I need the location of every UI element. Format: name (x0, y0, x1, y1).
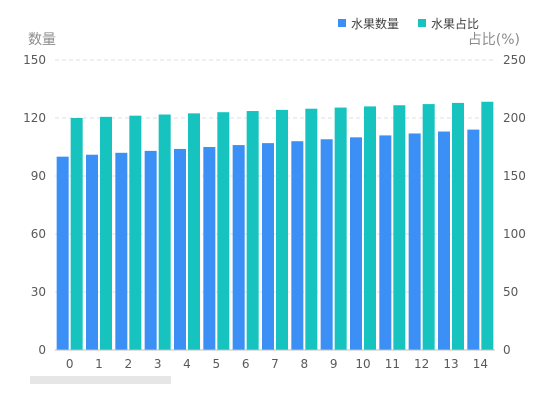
bar-ratio[interactable] (129, 115, 142, 351)
y-right-tick-label: 0 (503, 343, 511, 357)
axes: 数量 占比(%) (28, 32, 520, 351)
y-right-tick-label: 100 (503, 227, 526, 241)
y-left-tick-label: 120 (23, 111, 46, 125)
bar-ratio[interactable] (217, 112, 230, 350)
bar-ratio[interactable] (158, 114, 171, 351)
bar-quantity[interactable] (379, 135, 392, 350)
bar-quantity[interactable] (408, 133, 421, 350)
y-left-tick-label: 150 (23, 53, 46, 67)
y-left-tick-label: 90 (31, 169, 46, 183)
x-tick-label: 1 (95, 357, 103, 371)
x-tick-label: 2 (125, 357, 133, 371)
legend-label-quantity[interactable]: 水果数量 (351, 16, 399, 31)
x-tick-label: 14 (473, 357, 488, 371)
legend-swatch-ratio[interactable] (418, 19, 426, 27)
grid (55, 59, 495, 293)
x-tick-label: 3 (154, 357, 162, 371)
x-tick-label: 4 (183, 357, 191, 371)
bars (56, 101, 494, 351)
bar-quantity[interactable] (203, 147, 216, 350)
bar-quantity[interactable] (56, 156, 69, 350)
y-left-tick-label: 0 (38, 343, 46, 357)
bar-ratio[interactable] (276, 109, 288, 350)
x-tick-label: 6 (242, 357, 250, 371)
y-right-tick-label: 250 (503, 53, 526, 67)
bar-ratio[interactable] (305, 108, 318, 350)
x-tick-label: 7 (271, 357, 279, 371)
bar-quantity[interactable] (350, 137, 362, 350)
x-tick-label: 11 (385, 357, 400, 371)
legend-swatch-quantity[interactable] (338, 19, 346, 27)
legend-label-ratio[interactable]: 水果占比 (431, 16, 479, 31)
bar-quantity[interactable] (115, 152, 128, 350)
y-right-tick-label: 200 (503, 111, 526, 125)
bar-ratio[interactable] (334, 107, 347, 350)
x-tick-label: 8 (301, 357, 309, 371)
legend[interactable]: 水果数量 水果占比 (338, 16, 479, 31)
horizontal-scrollbar[interactable] (30, 376, 171, 384)
bar-quantity[interactable] (232, 145, 245, 350)
y-left-tick-label: 30 (31, 285, 46, 299)
bar-ratio[interactable] (422, 104, 435, 350)
bar-quantity[interactable] (291, 141, 304, 350)
y-left-tick-label: 60 (31, 227, 46, 241)
bar-quantity[interactable] (467, 129, 480, 350)
bar-ratio[interactable] (452, 102, 464, 350)
bar-ratio[interactable] (481, 101, 494, 350)
bar-ratio[interactable] (100, 116, 112, 350)
x-tick-label: 12 (414, 357, 429, 371)
y-right-tick-label: 50 (503, 285, 518, 299)
bar-quantity[interactable] (262, 143, 274, 350)
x-tick-label: 10 (355, 357, 370, 371)
y-left-axis-title: 数量 (28, 32, 56, 48)
bar-ratio[interactable] (70, 118, 83, 350)
bar-ratio[interactable] (246, 111, 259, 350)
bar-ratio[interactable] (393, 105, 406, 351)
bar-quantity[interactable] (320, 139, 333, 350)
bar-quantity[interactable] (438, 131, 450, 350)
x-tick-label: 13 (443, 357, 458, 371)
scrollbar-thumb[interactable] (30, 376, 171, 384)
x-tick-label: 0 (66, 357, 74, 371)
y-right-tick-label: 150 (503, 169, 526, 183)
x-tick-label: 5 (213, 357, 221, 371)
bar-quantity[interactable] (144, 150, 157, 350)
x-tick-label: 9 (330, 357, 338, 371)
bar-ratio[interactable] (364, 106, 376, 351)
bar-quantity[interactable] (174, 148, 186, 350)
bar-ratio[interactable] (188, 113, 200, 350)
bar-quantity[interactable] (86, 154, 98, 350)
y-right-axis-title: 占比(%) (468, 32, 520, 48)
